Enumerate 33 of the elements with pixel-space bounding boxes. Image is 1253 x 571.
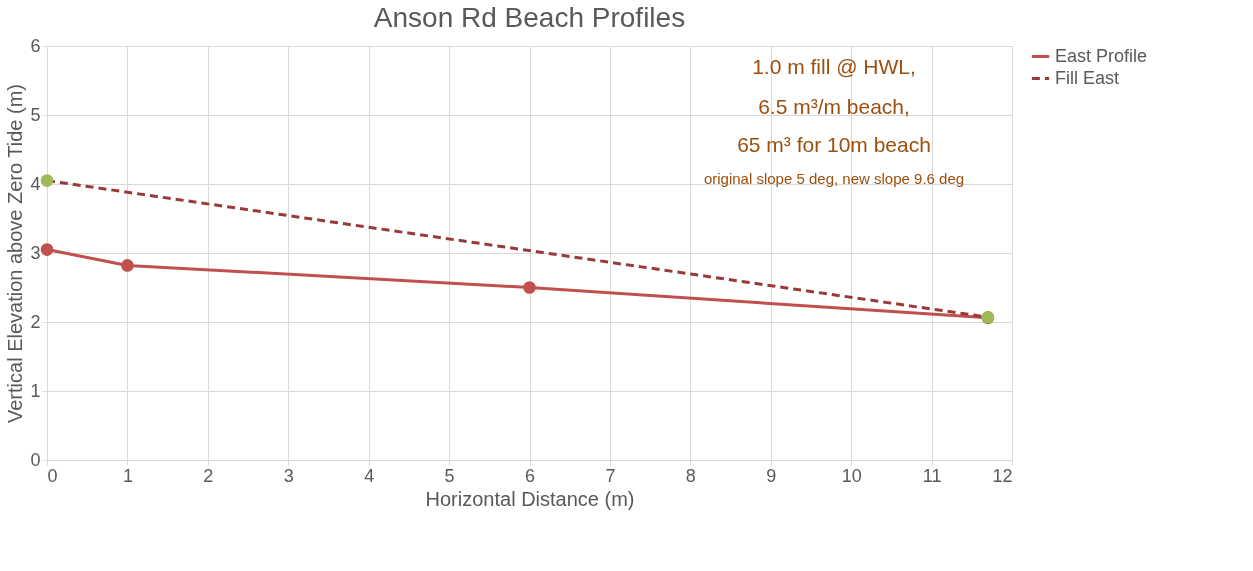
x-tick-label: 3 <box>283 465 294 486</box>
legend-label: Fill East <box>1055 67 1120 88</box>
y-tick-label: 3 <box>30 242 41 263</box>
annotation: 65 m³ for 10m beach <box>737 133 931 156</box>
point <box>121 259 134 272</box>
x-tick-label: 9 <box>766 465 777 486</box>
annotation: original slope 5 deg, new slope 9.6 deg <box>703 170 965 187</box>
x-tick-label: 8 <box>685 465 696 486</box>
x-tick-label: 4 <box>364 465 375 486</box>
x-tick-label: 6 <box>524 465 536 486</box>
x-tick-label: 2 <box>203 465 214 486</box>
x-tick-label: 7 <box>605 465 616 486</box>
x-tick-label: 11 <box>922 465 942 486</box>
y-tick-label: 1 <box>30 380 41 401</box>
y-axis-title: Vertical Elevation above Zero Tide (m) <box>4 83 27 424</box>
y-tick-label: 2 <box>30 311 41 332</box>
x-tick-label: 0 <box>47 465 58 486</box>
y-tick-label: 4 <box>30 173 41 194</box>
point <box>523 281 536 294</box>
point <box>40 243 54 256</box>
x-axis-title: Horizontal Distance (m) <box>425 487 635 510</box>
x-tick-label: 12 <box>992 465 1013 486</box>
y-tick-label: 0 <box>30 449 41 470</box>
point <box>40 174 54 187</box>
annotation: 1.0 m fill @ HWL, <box>752 55 916 78</box>
x-tick-label: 5 <box>444 465 455 486</box>
annotation: 6.5 m³/m beach, <box>758 95 910 118</box>
legend-label: East Profile <box>1055 45 1148 66</box>
y-tick-label: 6 <box>30 35 41 56</box>
chart-title: Anson Rd Beach Profiles <box>373 2 686 33</box>
y-tick-label: 5 <box>30 104 41 125</box>
x-tick-label: 10 <box>841 465 862 486</box>
x-tick-label: 1 <box>122 465 133 486</box>
